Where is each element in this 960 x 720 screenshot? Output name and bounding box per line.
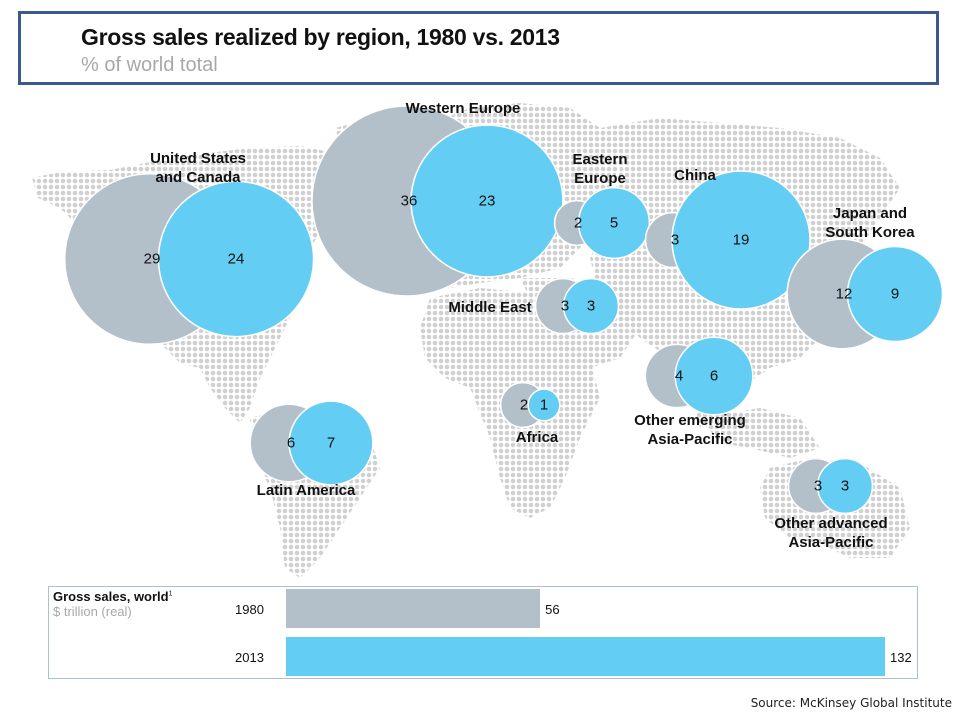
bubble-value-2013-japan-and-south-korea: 9 — [891, 286, 899, 303]
region-africa: 2 1 Africa — [499, 381, 561, 446]
region-latin-america: 6 7 Latin America — [249, 400, 374, 499]
region-china: 3 19 China — [644, 167, 811, 310]
region-label-line: South Korea — [825, 224, 915, 241]
bar-value-2013: 132 — [890, 650, 912, 665]
region-label-eastern-europe: Eastern Europe — [572, 151, 627, 187]
region-label-line: China — [674, 167, 716, 184]
land-southeast-asia — [700, 408, 820, 458]
region-western-europe: 36 23 Western Europe — [311, 100, 564, 297]
region-label-line: Eastern — [572, 151, 627, 168]
region-label-line: Japan and — [833, 205, 907, 222]
bar-1980 — [286, 589, 541, 628]
bar-label-2013: 2013 — [235, 650, 264, 665]
region-label-line: Europe — [574, 170, 626, 187]
chart-title: Gross sales realized by region, 1980 vs.… — [81, 24, 560, 50]
title-box: Gross sales realized by region, 1980 vs.… — [18, 11, 939, 85]
bubble-value-1980-eastern-europe: 2 — [574, 215, 582, 232]
region-label-line: Latin America — [257, 482, 356, 499]
region-other-advanced-asia-pacific: 3 3 Other advanced Asia-Pacific — [774, 457, 888, 551]
bubble-value-2013-middle-east: 3 — [587, 298, 595, 315]
region-label-line: Western Europe — [406, 100, 521, 117]
region-label-line: Other emerging — [634, 412, 746, 429]
region-label-line: Asia-Pacific — [788, 534, 873, 551]
region-japan-and-south-korea: 12 9 Japan and South Korea — [786, 205, 944, 350]
region-label-line: United States — [150, 150, 246, 167]
bubble-value-1980-western-europe: 36 — [401, 193, 418, 210]
chart-subtitle: % of world total — [81, 54, 218, 76]
region-label-united-states-and-canada: United States and Canada — [150, 150, 246, 186]
bubble-value-1980-china: 3 — [671, 232, 679, 249]
region-label-other-emerging-asia-pacific: Other emerging Asia-Pacific — [634, 412, 746, 448]
bubble-value-2013-western-europe: 23 — [479, 193, 496, 210]
source-note: Source: McKinsey Global Institute — [750, 696, 952, 710]
bubble-value-1980-other-emerging-asia-pacific: 4 — [675, 368, 683, 385]
bar-value-1980: 56 — [545, 602, 560, 617]
bubble-value-1980-japan-and-south-korea: 12 — [836, 286, 853, 303]
bubble-value-2013-china: 19 — [733, 232, 750, 249]
region-middle-east: 3 3 Middle East — [448, 277, 620, 335]
bubble-value-1980-africa: 2 — [520, 397, 528, 414]
region-united-states-and-canada: 29 24 United States and Canada — [63, 150, 315, 346]
bubble-value-1980-latin-america: 6 — [287, 435, 295, 452]
bubble-2013-china — [671, 170, 811, 310]
bubble-value-1980-united-states-and-canada: 29 — [144, 251, 161, 268]
bubble-value-2013-other-advanced-asia-pacific: 3 — [841, 478, 849, 495]
region-label-latin-america: Latin America — [257, 482, 356, 499]
bar-chart-title: Gross sales, world1 — [53, 589, 173, 604]
region-label-western-europe: Western Europe — [406, 100, 521, 117]
region-label-line: Middle East — [448, 299, 531, 316]
region-label-china: China — [674, 167, 716, 184]
region-label-middle-east: Middle East — [448, 299, 531, 316]
region-eastern-europe: 2 5 Eastern Europe — [553, 151, 651, 260]
bubble-value-2013-other-emerging-asia-pacific: 6 — [710, 368, 718, 385]
bubble-value-1980-middle-east: 3 — [561, 298, 569, 315]
world-gross-sales-panel: Gross sales, world1 $ trillion (real) 19… — [48, 586, 918, 679]
region-label-other-advanced-asia-pacific: Other advanced Asia-Pacific — [774, 515, 887, 551]
bubble-2013-other-emerging-asia-pacific — [674, 336, 754, 416]
region-other-emerging-asia-pacific: 4 6 Other emerging Asia-Pacific — [634, 336, 754, 448]
bubble-2013-eastern-europe — [577, 186, 651, 260]
region-label-africa: Africa — [516, 429, 559, 446]
bubble-2013-middle-east — [562, 277, 620, 335]
bubble-value-1980-other-advanced-asia-pacific: 3 — [814, 478, 822, 495]
bubble-value-2013-eastern-europe: 5 — [610, 215, 618, 232]
bubble-2013-latin-america — [288, 400, 374, 486]
bubble-2013-western-europe — [410, 124, 564, 278]
bubble-value-2013-latin-america: 7 — [327, 435, 335, 452]
bar-2013 — [286, 637, 885, 676]
bubble-2013-japan-and-south-korea — [846, 245, 944, 343]
region-label-line: Other advanced — [774, 515, 887, 532]
bar-label-1980: 1980 — [235, 602, 264, 617]
bubble-2013-other-advanced-asia-pacific — [816, 457, 874, 515]
bubble-2013-africa — [527, 388, 561, 422]
footnote-marker: 1 — [168, 590, 173, 598]
region-label-line: and Canada — [155, 169, 241, 186]
bar-chart-title-text: Gross sales, world — [53, 589, 169, 604]
bar-chart-subtitle: $ trillion (real) — [53, 604, 132, 619]
bubble-value-2013-united-states-and-canada: 24 — [228, 251, 245, 268]
bubble-2013-united-states-and-canada — [157, 180, 315, 338]
region-label-line: Africa — [516, 429, 559, 446]
region-label-line: Asia-Pacific — [647, 431, 732, 448]
bubble-value-2013-africa: 1 — [540, 397, 548, 414]
region-label-japan-and-south-korea: Japan and South Korea — [825, 205, 915, 241]
